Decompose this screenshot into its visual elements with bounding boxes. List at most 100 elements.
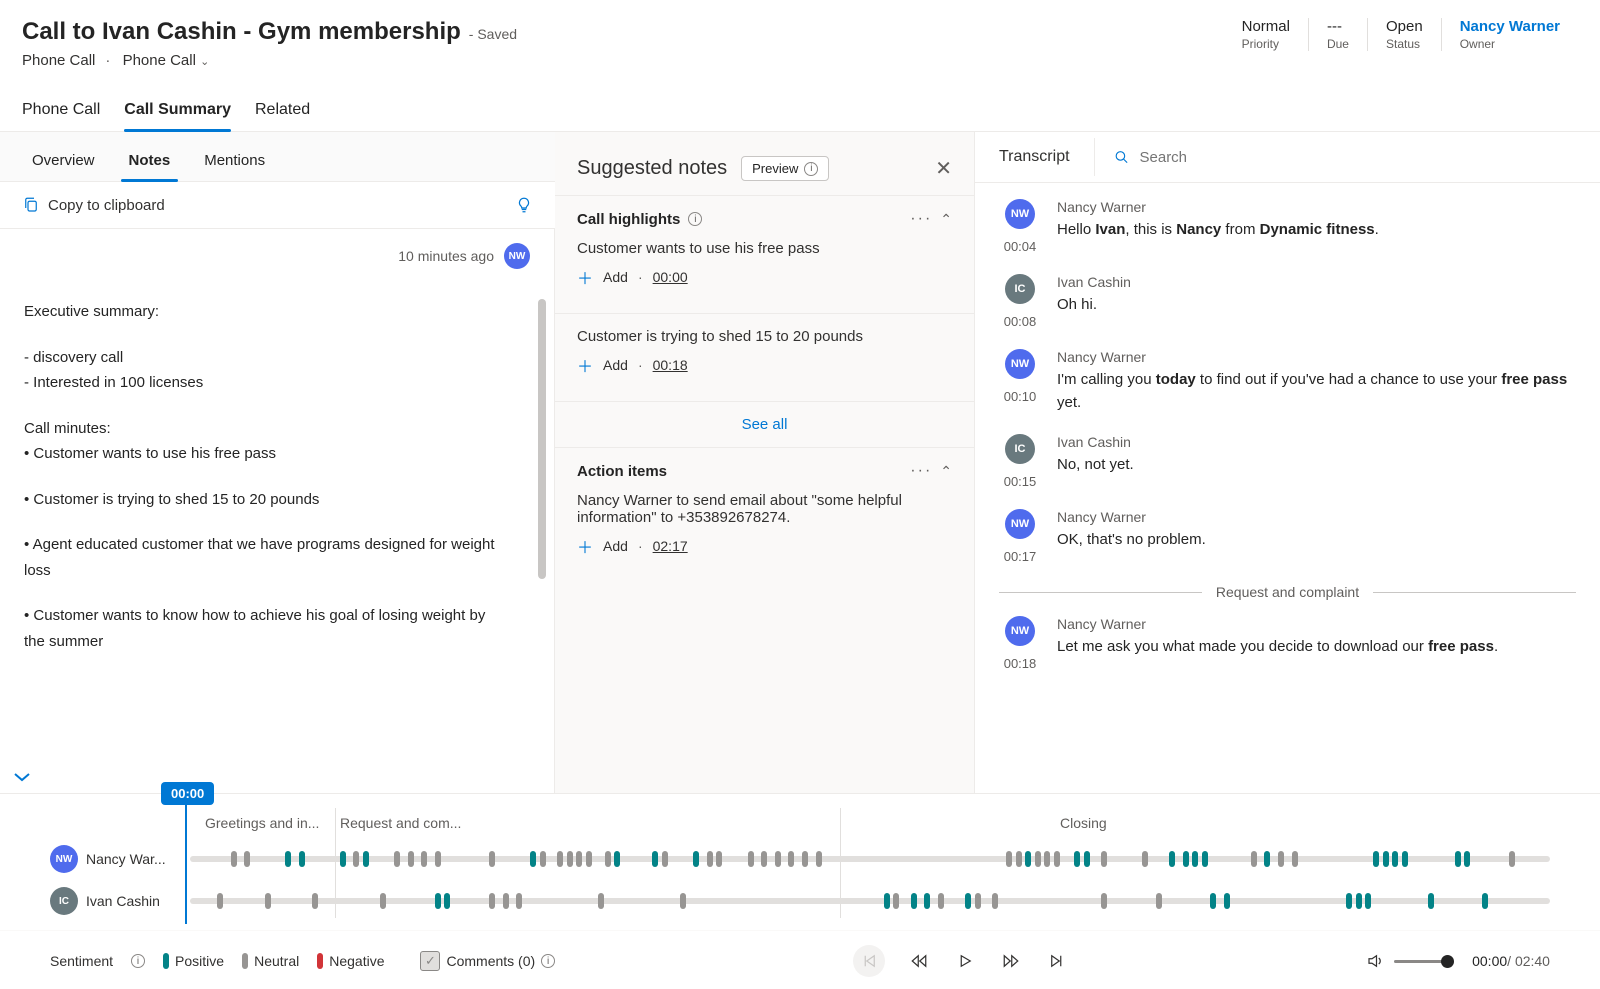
legend-positive: Positive bbox=[163, 953, 224, 969]
see-all-link[interactable]: See all bbox=[555, 401, 974, 447]
playhead[interactable]: 00:00 bbox=[185, 794, 187, 924]
lightbulb-icon[interactable] bbox=[515, 194, 533, 216]
preview-badge[interactable]: Preview i bbox=[741, 156, 829, 181]
forward-button[interactable] bbox=[999, 949, 1023, 973]
collapse-icon[interactable]: ⌃ bbox=[940, 211, 952, 228]
sentiment-blip bbox=[1356, 893, 1362, 909]
sentiment-blip bbox=[231, 851, 237, 867]
sentiment-blip bbox=[1101, 851, 1107, 867]
speaker-avatar: NW bbox=[1005, 349, 1035, 379]
sentiment-blip bbox=[394, 851, 400, 867]
subtab-notes[interactable]: Notes bbox=[121, 146, 179, 181]
sentiment-blip bbox=[680, 893, 686, 909]
sentiment-blip bbox=[540, 851, 546, 867]
volume-control[interactable] bbox=[1366, 952, 1454, 970]
timestamp-link[interactable]: 00:00 bbox=[653, 269, 688, 285]
rewind-button[interactable] bbox=[907, 949, 931, 973]
comments-toggle[interactable]: ✓ Comments (0) i bbox=[420, 951, 555, 971]
collapse-icon[interactable]: ⌃ bbox=[940, 463, 952, 480]
speaker-track: NWNancy War... bbox=[50, 838, 1550, 880]
sentiment-blip bbox=[965, 893, 971, 909]
info-icon[interactable]: i bbox=[131, 954, 145, 968]
sentiment-blip bbox=[598, 893, 604, 909]
more-icon[interactable]: ··· bbox=[910, 210, 932, 228]
transcript-line[interactable]: IC00:08Ivan CashinOh hi. bbox=[999, 274, 1576, 329]
line-text: Oh hi. bbox=[1057, 294, 1576, 317]
sentiment-blip bbox=[1084, 851, 1090, 867]
sentiment-blip bbox=[265, 893, 271, 909]
call-highlights-heading: Call highlights bbox=[577, 211, 680, 228]
transcript-line[interactable]: IC00:15Ivan CashinNo, not yet. bbox=[999, 434, 1576, 489]
info-icon[interactable]: i bbox=[688, 212, 702, 226]
status-field[interactable]: Open Status bbox=[1367, 18, 1441, 51]
priority-field[interactable]: Normal Priority bbox=[1224, 18, 1308, 51]
play-button[interactable] bbox=[953, 949, 977, 973]
page-header: Call to Ivan Cashin - Gym membership - S… bbox=[0, 0, 1600, 77]
tab-call-summary[interactable]: Call Summary bbox=[124, 95, 231, 131]
player-controls bbox=[853, 945, 1069, 977]
close-icon[interactable]: ✕ bbox=[935, 156, 952, 181]
line-timestamp: 00:10 bbox=[1004, 389, 1037, 404]
tab-related[interactable]: Related bbox=[255, 95, 310, 131]
sentiment-blip bbox=[1373, 851, 1379, 867]
transcript-line[interactable]: NW00:10Nancy WarnerI'm calling you today… bbox=[999, 349, 1576, 414]
transcript-title: Transcript bbox=[975, 132, 1094, 182]
timestamp-link[interactable]: 02:17 bbox=[653, 538, 688, 554]
sentiment-blip bbox=[1183, 851, 1189, 867]
search-box[interactable] bbox=[1094, 138, 1600, 176]
speaker-name: Nancy Warner bbox=[1057, 349, 1576, 365]
sentiment-blip bbox=[1210, 893, 1216, 909]
add-button[interactable]: Add bbox=[603, 269, 628, 285]
tab-phone-call[interactable]: Phone Call bbox=[22, 95, 100, 131]
sentiment-blip bbox=[1054, 851, 1060, 867]
sentiment-track[interactable] bbox=[190, 856, 1550, 862]
transcript-line[interactable]: NW00:04Nancy WarnerHello Ivan, this is N… bbox=[999, 199, 1576, 254]
sentiment-blip bbox=[1016, 851, 1022, 867]
timestamp-link[interactable]: 00:18 bbox=[653, 357, 688, 373]
transcript-line[interactable]: NW00:17Nancy WarnerOK, that's no problem… bbox=[999, 509, 1576, 564]
main-tabs: Phone Call Call Summary Related bbox=[0, 77, 1600, 132]
copy-to-clipboard-button[interactable]: Copy to clipboard bbox=[22, 196, 165, 214]
sentiment-blip bbox=[217, 893, 223, 909]
search-input[interactable] bbox=[1140, 149, 1583, 166]
sentiment-blip bbox=[380, 893, 386, 909]
sentiment-blip bbox=[1392, 851, 1398, 867]
sentiment-blip bbox=[353, 851, 359, 867]
form-selector[interactable]: Phone Call ⌄ bbox=[105, 52, 209, 69]
speaker-name: Nancy Warner bbox=[1057, 616, 1576, 632]
sentiment-blip bbox=[299, 851, 305, 867]
sentiment-blip bbox=[489, 893, 495, 909]
expand-button[interactable] bbox=[8, 764, 36, 793]
sentiment-blip bbox=[1035, 851, 1041, 867]
sentiment-blip bbox=[802, 851, 808, 867]
owner-field[interactable]: Nancy Warner Owner bbox=[1441, 18, 1578, 51]
sentiment-track[interactable] bbox=[190, 898, 1550, 904]
add-button[interactable]: Add bbox=[603, 538, 628, 554]
notes-content[interactable]: Executive summary: - discovery call - In… bbox=[24, 299, 530, 654]
transcript-line[interactable]: NW00:18Nancy WarnerLet me ask you what m… bbox=[999, 616, 1576, 671]
line-timestamp: 00:18 bbox=[1004, 656, 1037, 671]
add-button[interactable]: Add bbox=[603, 357, 628, 373]
sentiment-blip bbox=[586, 851, 592, 867]
speaker-avatar: NW bbox=[50, 845, 78, 873]
subtab-overview[interactable]: Overview bbox=[24, 146, 103, 181]
sentiment-blip bbox=[716, 851, 722, 867]
skip-end-button[interactable] bbox=[1045, 949, 1069, 973]
sentiment-blip bbox=[1044, 851, 1050, 867]
sentiment-blip bbox=[1482, 893, 1488, 909]
subtab-mentions[interactable]: Mentions bbox=[196, 146, 273, 181]
sentiment-blip bbox=[576, 851, 582, 867]
sentiment-blip bbox=[1278, 851, 1284, 867]
sentiment-blip bbox=[444, 893, 450, 909]
sentiment-blip bbox=[911, 893, 917, 909]
volume-slider[interactable] bbox=[1394, 960, 1454, 963]
copy-icon bbox=[22, 196, 40, 214]
author-avatar: NW bbox=[504, 243, 530, 269]
sentiment-blip bbox=[816, 851, 822, 867]
skip-start-button[interactable] bbox=[853, 945, 885, 977]
more-icon[interactable]: ··· bbox=[910, 462, 932, 480]
line-text: Hello Ivan, this is Nancy from Dynamic f… bbox=[1057, 219, 1576, 242]
due-field[interactable]: --- Due bbox=[1308, 18, 1367, 51]
sentiment-blip bbox=[975, 893, 981, 909]
scrollbar[interactable] bbox=[538, 299, 546, 579]
